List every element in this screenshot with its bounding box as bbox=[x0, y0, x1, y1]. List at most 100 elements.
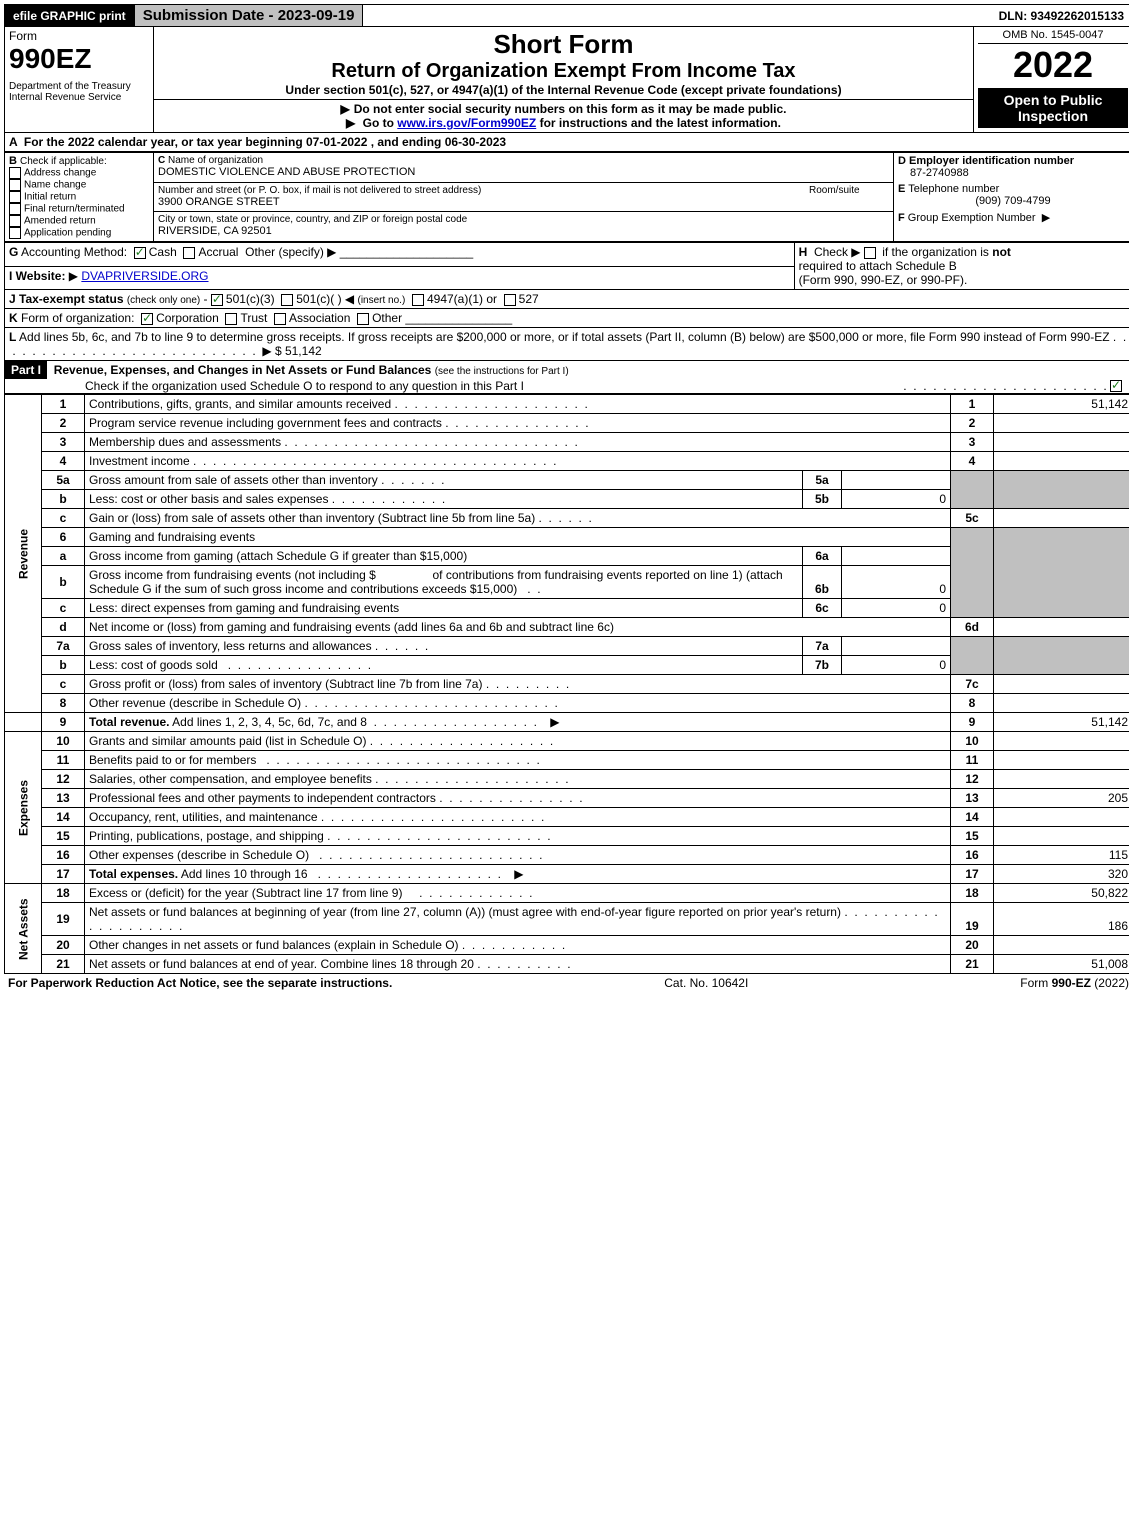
cash-checkbox[interactable] bbox=[134, 247, 146, 259]
ln15-amt bbox=[994, 827, 1129, 846]
line-7c: c Gross profit or (loss) from sales of i… bbox=[5, 675, 1129, 694]
ln10-num: 10 bbox=[42, 732, 85, 751]
ln1-desc: Contributions, gifts, grants, and simila… bbox=[89, 397, 391, 411]
h-t4: (Form 990, 990-EZ, or 990-PF). bbox=[799, 273, 968, 287]
ln12-desc: Salaries, other compensation, and employ… bbox=[89, 772, 372, 786]
under-section: Under section 501(c), 527, or 4947(a)(1)… bbox=[158, 83, 969, 97]
accrual-checkbox[interactable] bbox=[183, 247, 195, 259]
ln2-num: 2 bbox=[42, 414, 85, 433]
amended-return-checkbox[interactable] bbox=[9, 215, 21, 227]
irs-link[interactable]: www.irs.gov/Form990EZ bbox=[397, 116, 536, 130]
final-return-checkbox[interactable] bbox=[9, 203, 21, 215]
ln17-rn: 17 bbox=[951, 865, 994, 884]
schedule-o-checkbox[interactable] bbox=[1110, 380, 1122, 392]
ln5b-sa: 0 bbox=[842, 490, 951, 509]
ln10-amt bbox=[994, 732, 1129, 751]
return-title: Return of Organization Exempt From Incom… bbox=[158, 60, 969, 83]
ln6c-sa: 0 bbox=[842, 599, 951, 618]
assoc-checkbox[interactable] bbox=[274, 313, 286, 325]
ein: 87-2740988 bbox=[910, 167, 1128, 179]
line-16: 16 Other expenses (describe in Schedule … bbox=[5, 846, 1129, 865]
g-other: Other (specify) bbox=[245, 245, 324, 259]
line-9: 9 Total revenue. Add lines 1, 2, 3, 4, 5… bbox=[5, 713, 1129, 732]
line-6a: a Gross income from gaming (attach Sched… bbox=[5, 547, 1129, 566]
initial-return-checkbox[interactable] bbox=[9, 191, 21, 203]
ln17-amt: 320 bbox=[994, 865, 1129, 884]
k-corp: Corporation bbox=[156, 311, 219, 325]
ln15-num: 15 bbox=[42, 827, 85, 846]
b-opt-amended: Amended return bbox=[24, 216, 96, 227]
ln15-rn: 15 bbox=[951, 827, 994, 846]
ln5a-sa bbox=[842, 471, 951, 490]
short-form-title: Short Form bbox=[158, 29, 969, 60]
corp-checkbox[interactable] bbox=[141, 313, 153, 325]
ln13-desc: Professional fees and other payments to … bbox=[89, 791, 436, 805]
h-checkbox[interactable] bbox=[864, 247, 876, 259]
527-checkbox[interactable] bbox=[504, 294, 516, 306]
j-527: 527 bbox=[519, 292, 539, 306]
top-bar: efile GRAPHIC print Submission Date - 20… bbox=[4, 4, 1129, 27]
line-18: Net Assets 18 Excess or (deficit) for th… bbox=[5, 884, 1129, 903]
d-label: Employer identification number bbox=[909, 155, 1074, 167]
ln5a-sl: 5a bbox=[803, 471, 842, 490]
ln5a-desc: Gross amount from sale of assets other t… bbox=[89, 473, 378, 487]
expenses-label: Expenses bbox=[5, 732, 42, 884]
ln21-num: 21 bbox=[42, 955, 85, 974]
footer-right: Form 990-EZ (2022) bbox=[1020, 976, 1129, 990]
j-insert: (insert no.) bbox=[358, 295, 406, 306]
dln: DLN: 93492262015133 bbox=[991, 5, 1129, 26]
4947-checkbox[interactable] bbox=[412, 294, 424, 306]
line-a: A For the 2022 calendar year, or tax yea… bbox=[4, 133, 1129, 152]
name-change-checkbox[interactable] bbox=[9, 179, 21, 191]
ln6a-desc: Gross income from gaming (attach Schedul… bbox=[85, 547, 803, 566]
ln11-num: 11 bbox=[42, 751, 85, 770]
phone: (909) 709-4799 bbox=[898, 195, 1128, 207]
ln6c-sl: 6c bbox=[803, 599, 842, 618]
submission-date: Submission Date - 2023-09-19 bbox=[135, 5, 364, 26]
ln6d-desc: Net income or (loss) from gaming and fun… bbox=[85, 618, 951, 637]
line-6d: d Net income or (loss) from gaming and f… bbox=[5, 618, 1129, 637]
ln15-desc: Printing, publications, postage, and shi… bbox=[89, 829, 324, 843]
ln2-desc: Program service revenue including govern… bbox=[89, 416, 442, 430]
ln11-rn: 11 bbox=[951, 751, 994, 770]
ln3-desc: Membership dues and assessments bbox=[89, 435, 281, 449]
ln3-rn: 3 bbox=[951, 433, 994, 452]
part1-header: Part I Revenue, Expenses, and Changes in… bbox=[4, 361, 1129, 394]
line-1: Revenue 1 Contributions, gifts, grants, … bbox=[5, 395, 1129, 414]
ln5b-num: b bbox=[42, 490, 85, 509]
part1-sub: (see the instructions for Part I) bbox=[435, 366, 569, 377]
efile-print[interactable]: efile GRAPHIC print bbox=[5, 5, 135, 26]
ln16-amt: 115 bbox=[994, 846, 1129, 865]
501c-checkbox[interactable] bbox=[281, 294, 293, 306]
line-13: 13 Professional fees and other payments … bbox=[5, 789, 1129, 808]
b-opt-final: Final return/terminated bbox=[24, 204, 125, 215]
ln13-rn: 13 bbox=[951, 789, 994, 808]
other-checkbox[interactable] bbox=[357, 313, 369, 325]
ln7a-sl: 7a bbox=[803, 637, 842, 656]
website-link[interactable]: DVAPRIVERSIDE.ORG bbox=[81, 269, 208, 283]
ln6b-d1: Gross income from fundraising events (no… bbox=[89, 568, 376, 582]
app-pending-checkbox[interactable] bbox=[9, 227, 21, 239]
ln9-num: 9 bbox=[42, 713, 85, 732]
ln9-amt: 51,142 bbox=[994, 713, 1129, 732]
h-t3: required to attach Schedule B bbox=[799, 259, 957, 273]
line-11: 11 Benefits paid to or for members . . .… bbox=[5, 751, 1129, 770]
ln19-desc: Net assets or fund balances at beginning… bbox=[89, 905, 841, 919]
ln8-desc: Other revenue (describe in Schedule O) bbox=[89, 696, 301, 710]
addr-change-checkbox[interactable] bbox=[9, 167, 21, 179]
ln3-amt bbox=[994, 433, 1129, 452]
ln7b-desc: Less: cost of goods sold bbox=[89, 658, 218, 672]
netassets-label: Net Assets bbox=[5, 884, 42, 974]
ln7a-num: 7a bbox=[42, 637, 85, 656]
footer-right-pre: Form bbox=[1020, 976, 1051, 990]
gh-block: G Accounting Method: Cash Accrual Other … bbox=[4, 242, 1129, 290]
trust-checkbox[interactable] bbox=[225, 313, 237, 325]
omb-number: OMB No. 1545-0047 bbox=[978, 29, 1128, 44]
i-label: Website: bbox=[16, 269, 66, 283]
501c3-checkbox[interactable] bbox=[211, 294, 223, 306]
ln6a-sa bbox=[842, 547, 951, 566]
ln5c-num: c bbox=[42, 509, 85, 528]
tax-year: 2022 bbox=[978, 44, 1128, 86]
line-l: L Add lines 5b, 6c, and 7b to line 9 to … bbox=[4, 328, 1129, 361]
line-21: 21 Net assets or fund balances at end of… bbox=[5, 955, 1129, 974]
